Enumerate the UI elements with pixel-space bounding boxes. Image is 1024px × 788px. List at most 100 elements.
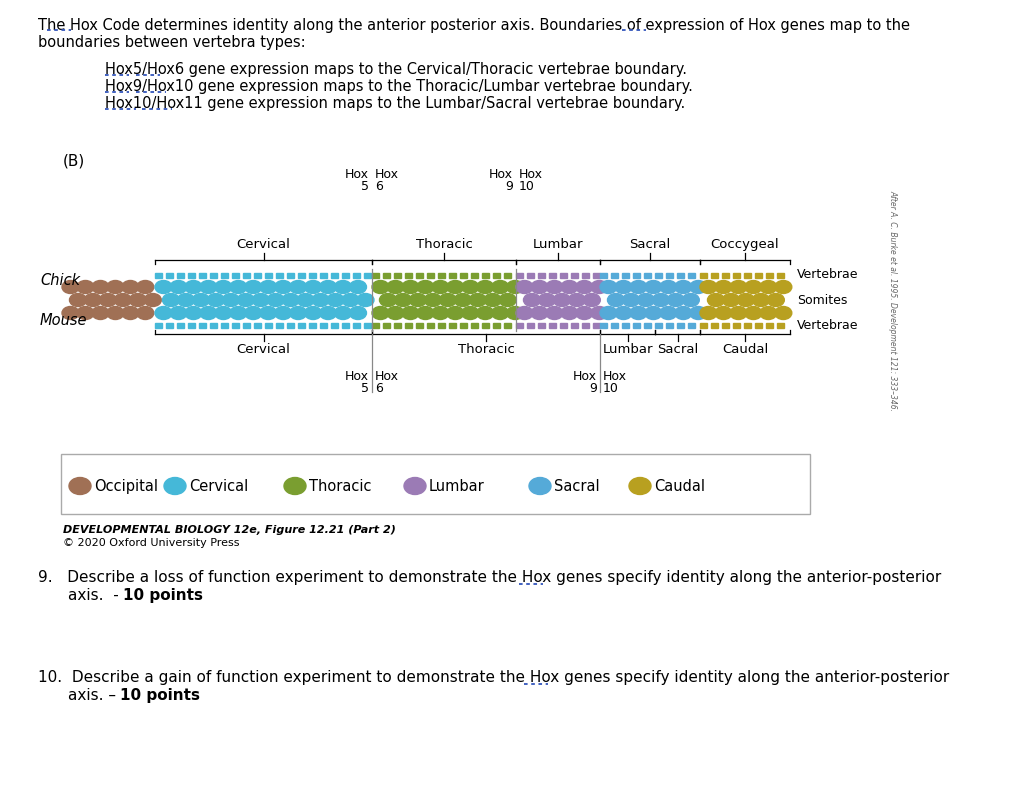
FancyBboxPatch shape bbox=[61, 454, 810, 514]
Ellipse shape bbox=[274, 307, 292, 319]
Ellipse shape bbox=[312, 293, 329, 307]
Ellipse shape bbox=[372, 281, 389, 293]
Ellipse shape bbox=[200, 281, 217, 293]
Ellipse shape bbox=[410, 293, 426, 307]
Ellipse shape bbox=[357, 293, 374, 307]
Ellipse shape bbox=[193, 293, 209, 307]
Bar bbox=[666, 273, 673, 277]
Ellipse shape bbox=[700, 307, 717, 319]
Ellipse shape bbox=[349, 281, 367, 293]
Bar bbox=[364, 273, 371, 277]
Bar bbox=[582, 322, 589, 328]
Bar bbox=[416, 273, 423, 277]
Bar bbox=[755, 322, 762, 328]
Ellipse shape bbox=[700, 281, 717, 293]
Ellipse shape bbox=[380, 293, 396, 307]
Ellipse shape bbox=[645, 281, 662, 293]
Ellipse shape bbox=[185, 281, 202, 293]
Ellipse shape bbox=[177, 293, 195, 307]
Text: Sacral: Sacral bbox=[554, 478, 600, 493]
Bar bbox=[221, 273, 228, 277]
Text: 9: 9 bbox=[589, 382, 597, 395]
Text: Hox: Hox bbox=[603, 370, 627, 383]
Ellipse shape bbox=[767, 293, 784, 307]
Ellipse shape bbox=[245, 307, 262, 319]
Ellipse shape bbox=[115, 293, 131, 307]
Bar bbox=[188, 273, 195, 277]
Bar bbox=[744, 273, 751, 277]
Bar bbox=[549, 322, 556, 328]
Ellipse shape bbox=[737, 293, 755, 307]
Ellipse shape bbox=[477, 307, 494, 319]
Text: boundaries between vertebra types:: boundaries between vertebra types: bbox=[38, 35, 305, 50]
Bar bbox=[406, 273, 412, 277]
Ellipse shape bbox=[260, 281, 276, 293]
Bar bbox=[166, 273, 173, 277]
Ellipse shape bbox=[77, 307, 94, 319]
Ellipse shape bbox=[575, 281, 593, 293]
Ellipse shape bbox=[516, 281, 534, 293]
Ellipse shape bbox=[394, 293, 412, 307]
Bar bbox=[611, 322, 618, 328]
Text: 10 points: 10 points bbox=[123, 588, 203, 603]
Bar bbox=[276, 322, 283, 328]
Bar bbox=[372, 273, 379, 277]
Ellipse shape bbox=[561, 281, 578, 293]
Bar bbox=[210, 322, 217, 328]
Ellipse shape bbox=[215, 281, 231, 293]
Bar bbox=[342, 273, 349, 277]
Ellipse shape bbox=[304, 307, 322, 319]
Text: Cervical: Cervical bbox=[237, 343, 291, 356]
Ellipse shape bbox=[274, 281, 292, 293]
Bar bbox=[427, 322, 434, 328]
Text: Hox10/Hox11 gene expression maps to the Lumbar/Sacral vertebrae boundary.: Hox10/Hox11 gene expression maps to the … bbox=[105, 96, 685, 111]
Bar bbox=[571, 273, 578, 277]
Bar bbox=[155, 322, 162, 328]
Text: Hox: Hox bbox=[375, 168, 399, 181]
Bar bbox=[688, 273, 695, 277]
Bar bbox=[582, 273, 589, 277]
Ellipse shape bbox=[492, 281, 509, 293]
Ellipse shape bbox=[561, 307, 578, 319]
Bar bbox=[504, 322, 511, 328]
Bar bbox=[633, 273, 640, 277]
Ellipse shape bbox=[170, 281, 187, 293]
Ellipse shape bbox=[507, 307, 523, 319]
Text: axis.  -: axis. - bbox=[68, 588, 128, 603]
Ellipse shape bbox=[462, 307, 479, 319]
Ellipse shape bbox=[424, 293, 441, 307]
Ellipse shape bbox=[469, 293, 486, 307]
Bar bbox=[527, 322, 534, 328]
Text: Occipital: Occipital bbox=[94, 478, 158, 493]
Ellipse shape bbox=[659, 281, 677, 293]
Bar bbox=[243, 322, 250, 328]
Bar bbox=[688, 322, 695, 328]
Ellipse shape bbox=[730, 307, 746, 319]
Ellipse shape bbox=[591, 307, 608, 319]
Ellipse shape bbox=[546, 281, 563, 293]
Ellipse shape bbox=[546, 307, 563, 319]
Ellipse shape bbox=[715, 307, 732, 319]
Ellipse shape bbox=[584, 293, 600, 307]
Bar bbox=[766, 322, 773, 328]
Bar bbox=[471, 273, 478, 277]
Bar bbox=[287, 273, 294, 277]
Ellipse shape bbox=[499, 293, 516, 307]
Ellipse shape bbox=[342, 293, 359, 307]
Bar bbox=[438, 322, 445, 328]
Bar bbox=[394, 322, 401, 328]
Text: 10: 10 bbox=[519, 180, 535, 193]
Bar bbox=[188, 322, 195, 328]
Ellipse shape bbox=[372, 307, 389, 319]
Text: 9.   Describe a loss of function experiment to demonstrate the Hox genes specify: 9. Describe a loss of function experimen… bbox=[38, 570, 941, 585]
Bar bbox=[733, 322, 740, 328]
Bar bbox=[504, 273, 511, 277]
Ellipse shape bbox=[404, 478, 426, 495]
Ellipse shape bbox=[744, 281, 762, 293]
Text: Chick: Chick bbox=[40, 273, 80, 288]
Ellipse shape bbox=[730, 281, 746, 293]
Bar bbox=[406, 322, 412, 328]
Text: 5: 5 bbox=[361, 382, 369, 395]
Ellipse shape bbox=[516, 307, 534, 319]
Ellipse shape bbox=[335, 281, 351, 293]
